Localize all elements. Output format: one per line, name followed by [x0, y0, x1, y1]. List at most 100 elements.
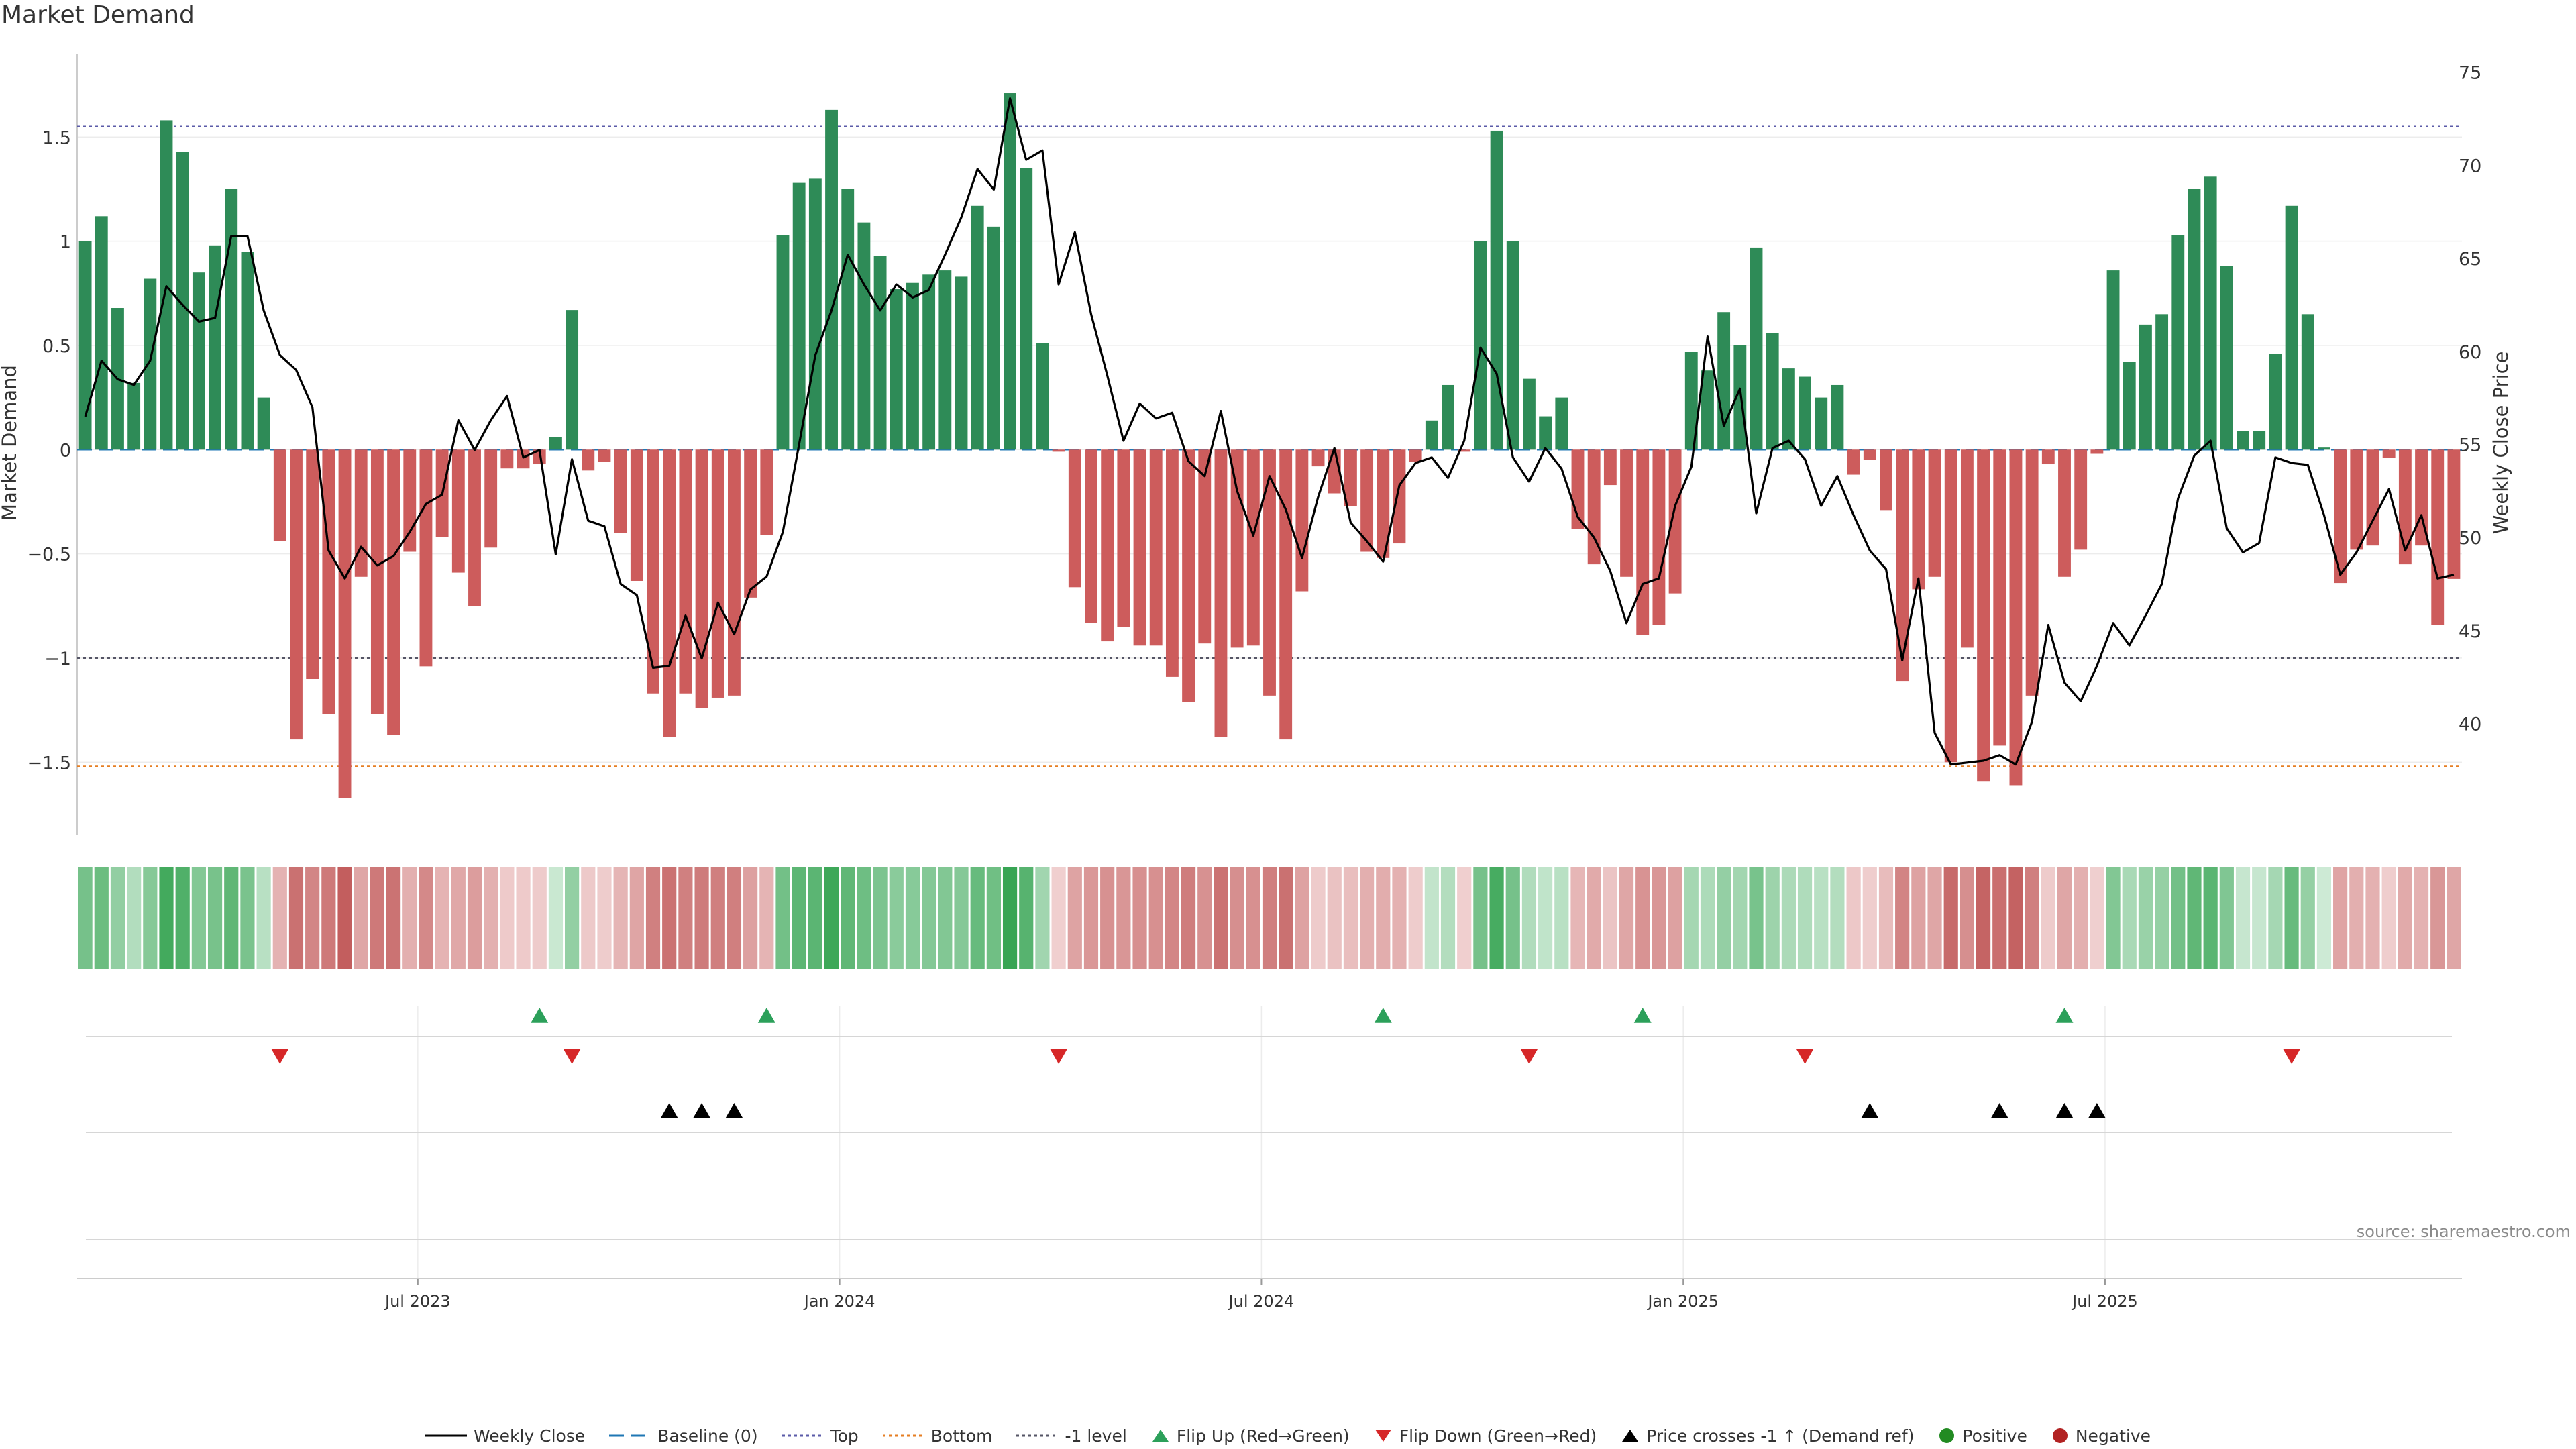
heat-cell — [2025, 867, 2039, 969]
heat-cell — [548, 867, 564, 969]
heat-cell — [986, 867, 1001, 969]
demand-bar — [306, 449, 319, 679]
demand-bar — [1117, 449, 1130, 627]
demand-bar — [1733, 345, 1747, 450]
demand-bar — [468, 449, 481, 606]
legend-label: Weekly Close — [473, 1426, 586, 1446]
heat-cell — [2316, 867, 2332, 969]
heat-cell — [1668, 867, 1682, 969]
flip-down-marker — [271, 1049, 289, 1064]
flip-down-marker — [2283, 1049, 2301, 1064]
heat-cell — [824, 867, 839, 969]
heat-cell — [2447, 867, 2461, 969]
demand-bar — [2188, 189, 2201, 450]
demand-bar — [2220, 266, 2233, 450]
demand-bar — [1652, 449, 1666, 625]
demand-bar — [1523, 378, 1536, 450]
demand-bar — [1928, 449, 1941, 577]
heat-cell — [1603, 867, 1617, 969]
legend-label: Price crosses -1 ↑ (Demand ref) — [1646, 1426, 1915, 1446]
demand-bar — [290, 449, 303, 740]
demand-bar — [1912, 449, 1925, 590]
flip-down-marker — [563, 1049, 581, 1064]
y-tick-label: 0.5 — [42, 336, 71, 357]
heat-cell — [2235, 867, 2251, 969]
demand-bar — [1393, 449, 1406, 544]
event-markers — [86, 1008, 2452, 1240]
demand-bar — [955, 276, 968, 450]
heat-cell — [1960, 867, 1974, 969]
legend-label: Negative — [2075, 1426, 2151, 1446]
demand-bar — [776, 235, 790, 450]
legend-baseline: Baseline (0) — [609, 1426, 758, 1446]
demand-bar — [484, 449, 498, 548]
demand-bar — [566, 310, 579, 450]
demand-bar — [354, 449, 368, 577]
demand-bar — [1603, 449, 1617, 486]
demand-bar — [500, 449, 514, 469]
demand-bar — [1636, 449, 1650, 635]
heat-cell — [2219, 867, 2234, 969]
heat-cell — [288, 867, 304, 969]
demand-bar — [1587, 449, 1601, 565]
demand-bar — [1020, 168, 1033, 450]
demand-bar — [370, 449, 384, 714]
y-right-tick-label: 60 — [2459, 342, 2481, 363]
y-right-tick-label: 75 — [2459, 63, 2481, 84]
price-cross-marker — [1990, 1103, 2008, 1118]
demand-bar — [2350, 449, 2363, 550]
heat-cell — [191, 867, 206, 969]
legend-flip-down: Flip Down (Green→Red) — [1374, 1426, 1597, 1446]
demand-bar — [2431, 449, 2445, 625]
heat-cell — [435, 867, 449, 969]
heat-cell — [1765, 867, 1780, 969]
heat-cell — [1830, 867, 1845, 969]
heat-cell — [1505, 867, 1520, 969]
dot-icon — [1939, 1428, 1955, 1443]
heat-cell — [2041, 867, 2055, 969]
demand-bar — [922, 274, 936, 450]
heat-cell — [1943, 867, 1958, 969]
legend-negative: Negative — [2051, 1426, 2151, 1446]
demand-bar — [630, 449, 643, 581]
y-axis-label-right: Weekly Close Price — [2489, 352, 2512, 535]
demand-bar — [1750, 247, 1763, 450]
demand-bar — [517, 449, 530, 469]
heat-cell — [370, 867, 384, 969]
heat-cell — [159, 867, 174, 969]
axes: −1.5 −1 −0.5 0 0.5 1 1.5 40 45 50 55 60 65 70 75 — [27, 54, 2481, 835]
heat-cell — [2090, 867, 2104, 969]
heat-cell — [1781, 867, 1796, 969]
legend-positive: Positive — [1938, 1426, 2027, 1446]
x-tick-label: Jan 2024 — [803, 1292, 875, 1311]
demand-bar — [209, 245, 221, 450]
heat-cell — [516, 867, 531, 969]
heat-cell — [808, 867, 822, 969]
y-tick-label: −1 — [44, 649, 71, 669]
heat-cell — [94, 867, 109, 969]
dot-icon — [2052, 1428, 2068, 1443]
heat-cell — [727, 867, 742, 969]
heat-cell — [613, 867, 628, 969]
heat-cell — [240, 867, 255, 969]
demand-bar — [2301, 314, 2314, 450]
demand-bar — [1311, 449, 1325, 467]
grid-lines — [77, 136, 2462, 1278]
demand-bar — [1701, 370, 1714, 450]
demand-bar — [873, 256, 887, 450]
demand-bar — [2155, 314, 2169, 450]
demand-bar — [1960, 449, 1974, 648]
heat-cell — [1051, 867, 1066, 969]
demand-bar — [1766, 333, 1779, 450]
y-right-tick-label: 40 — [2459, 714, 2481, 735]
flip-up-marker — [1633, 1008, 1652, 1023]
demand-bar — [1506, 241, 1519, 450]
heat-cell — [2074, 867, 2088, 969]
demand-bar — [695, 449, 708, 708]
heat-cell — [1440, 867, 1456, 969]
heat-cell — [1214, 867, 1228, 969]
heat-cell — [224, 867, 239, 969]
legend-bottom: Bottom — [882, 1426, 992, 1446]
demand-bar — [225, 189, 238, 450]
demand-bar — [2041, 449, 2055, 465]
